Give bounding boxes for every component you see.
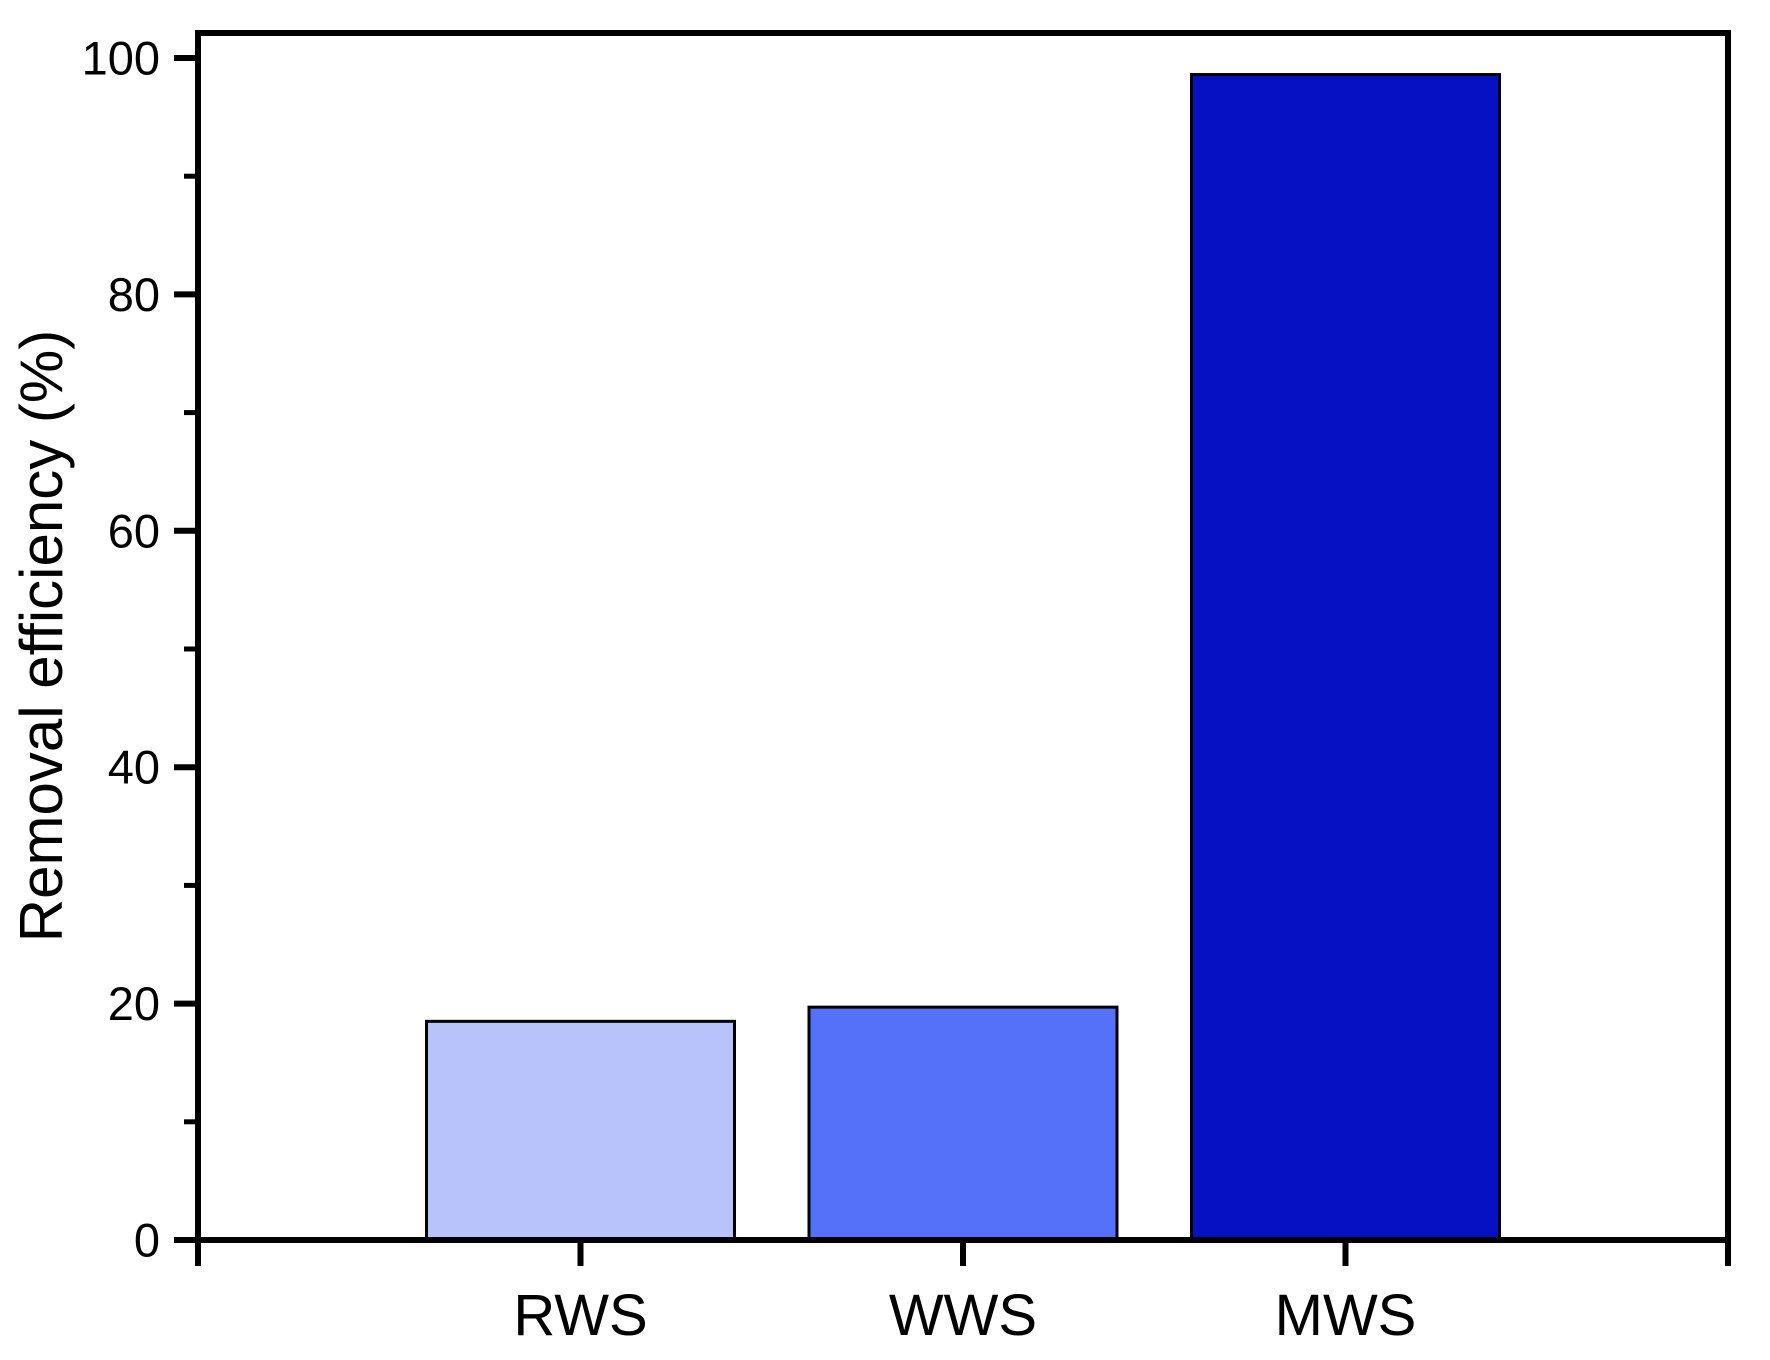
y-tick-label-0: 0 — [134, 1213, 160, 1266]
y-tick-label-60: 60 — [108, 504, 160, 557]
y-tick-label-100: 100 — [82, 31, 160, 84]
x-tick-label-RWS: RWS — [513, 1283, 647, 1348]
y-tick-label-40: 40 — [108, 741, 160, 794]
y-axis-title: Removal efficiency (%) — [8, 330, 75, 942]
y-tick-label-20: 20 — [108, 977, 160, 1030]
y-tick-label-80: 80 — [108, 268, 160, 321]
bar-WWS — [807, 1005, 1119, 1242]
plot-frame — [195, 30, 1731, 1243]
x-tick-label-MWS: MWS — [1275, 1283, 1417, 1348]
x-tick-label-WWS: WWS — [889, 1283, 1037, 1348]
bar-RWS — [425, 1019, 736, 1242]
bar-MWS — [1190, 73, 1501, 1242]
